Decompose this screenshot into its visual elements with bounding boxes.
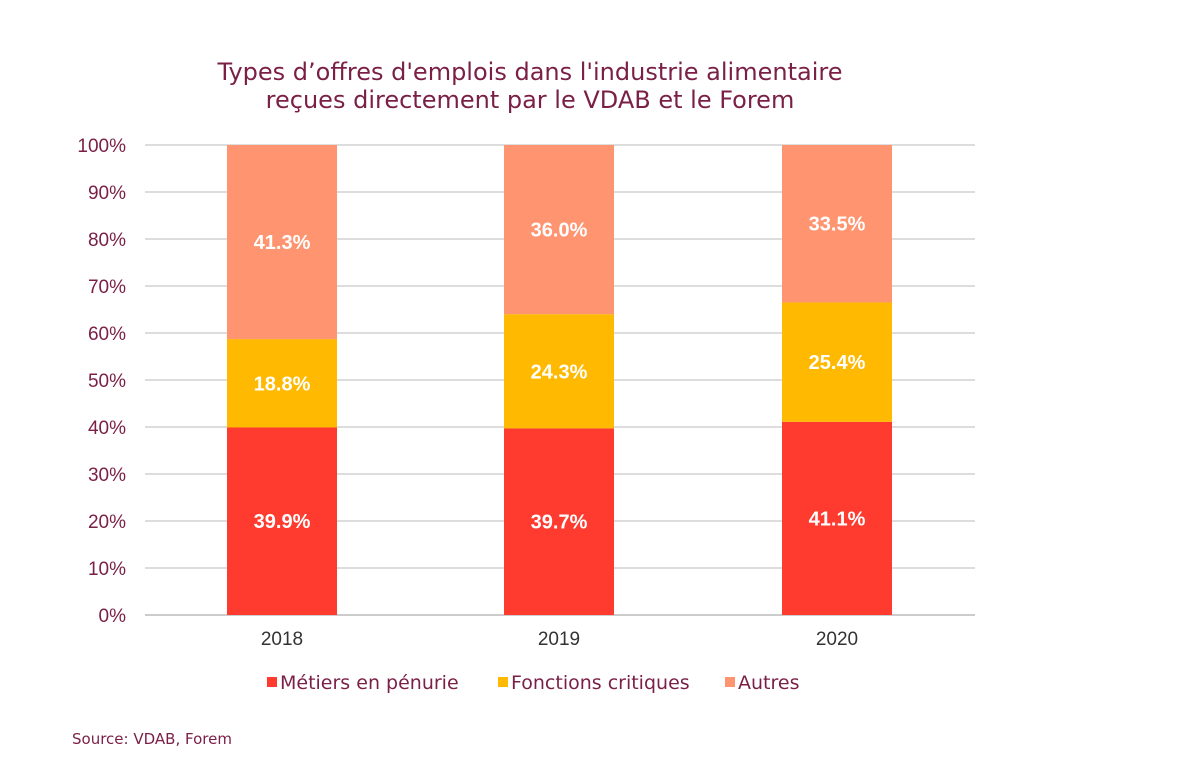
y-tick-label: 100% (77, 136, 126, 157)
data-label: 39.9% (254, 511, 311, 533)
y-tick-label: 0% (99, 606, 127, 627)
y-tick-label: 50% (88, 371, 126, 392)
data-label: 18.8% (254, 373, 311, 395)
x-tick-label: 2019 (538, 629, 580, 650)
x-tick-label: 2018 (261, 629, 303, 650)
y-tick-label: 60% (88, 324, 126, 345)
legend-label: Métiers en pénurie (280, 672, 459, 694)
data-label: 25.4% (809, 352, 866, 374)
data-label: 24.3% (531, 361, 588, 383)
bar-segment (782, 302, 892, 422)
legend-swatch (498, 677, 508, 687)
bar-segment (227, 427, 337, 615)
legend-label: Autres (738, 672, 799, 694)
bar-segment (782, 421, 892, 615)
data-label: 41.1% (809, 508, 866, 530)
bar-segment (504, 428, 614, 615)
bar-segment (227, 145, 337, 340)
bar-segment (504, 314, 614, 429)
bar-segment (504, 145, 614, 315)
legend-swatch (725, 677, 735, 687)
data-label: 36.0% (531, 220, 588, 242)
chart-title-line-1: Types d’offres d'emplois dans l'industri… (217, 58, 843, 86)
bar-segment (227, 339, 337, 428)
legend-swatch (267, 677, 277, 687)
y-tick-label: 30% (88, 465, 126, 486)
y-tick-label: 90% (88, 183, 126, 204)
y-tick-label: 10% (88, 559, 126, 580)
x-tick-label: 2020 (816, 629, 858, 650)
y-tick-label: 40% (88, 418, 126, 439)
data-label: 39.7% (531, 512, 588, 534)
legend-label: Fonctions critiques (511, 672, 690, 694)
chart-title-line-2: reçues directement par le VDAB et le For… (266, 86, 795, 114)
y-tick-label: 20% (88, 512, 126, 533)
y-tick-label: 80% (88, 230, 126, 251)
data-label: 33.5% (809, 214, 866, 236)
source-note: Source: VDAB, Forem (72, 730, 232, 748)
y-tick-label: 70% (88, 277, 126, 298)
data-label: 41.3% (254, 232, 311, 254)
bar-segment (782, 145, 892, 303)
